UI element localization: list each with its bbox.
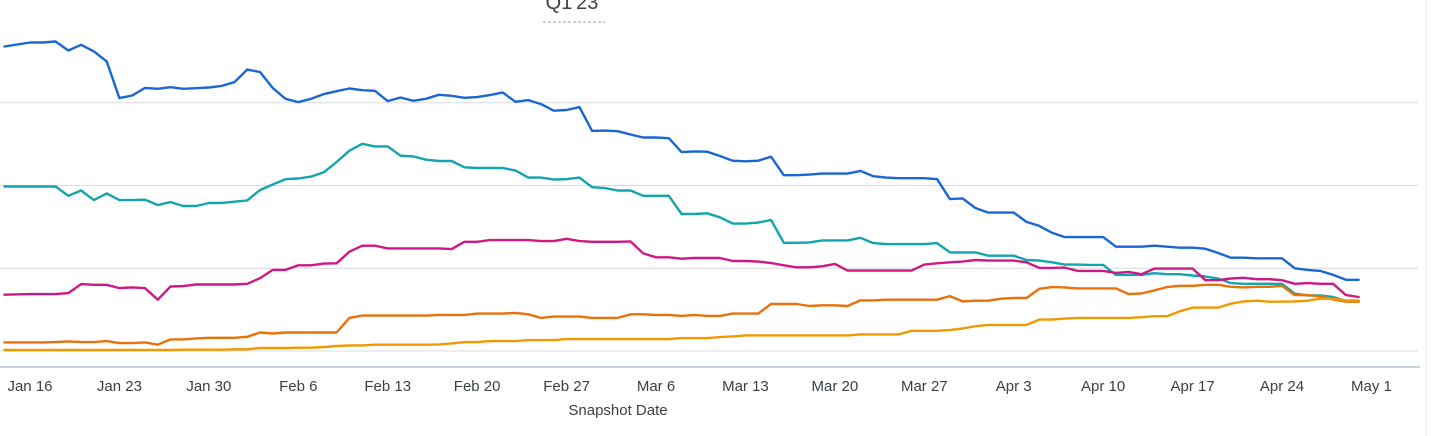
x-tick-label: Apr 3 [996, 378, 1032, 395]
scrollbar-track[interactable] [1426, 0, 1456, 436]
series-line-2[interactable] [3, 142, 1360, 303]
x-tick-label: Jan 16 [7, 378, 52, 395]
x-tick-label: Mar 6 [637, 378, 675, 395]
x-tick-label: Apr 10 [1081, 378, 1125, 395]
series-line-1[interactable] [3, 40, 1360, 281]
x-tick-label: Feb 27 [543, 378, 590, 395]
series-line-3[interactable] [3, 237, 1360, 301]
series-line-4[interactable] [3, 283, 1360, 346]
x-tick-label: May 1 [1351, 378, 1392, 395]
x-tick-label: Apr 17 [1170, 378, 1214, 395]
x-tick-label: Jan 23 [97, 378, 142, 395]
x-tick-label: Mar 13 [722, 378, 769, 395]
x-tick-label: Mar 20 [812, 378, 859, 395]
gridlines [0, 102, 1418, 352]
x-tick-label: Feb 20 [454, 378, 501, 395]
x-tick-label: Jan 30 [186, 378, 231, 395]
series-line-5[interactable] [3, 297, 1360, 352]
x-tick-label: Mar 27 [901, 378, 948, 395]
series-group [3, 40, 1360, 352]
x-tick-label: Apr 24 [1260, 378, 1304, 395]
x-tick-label: Feb 13 [364, 378, 411, 395]
x-axis-title: Snapshot Date [568, 402, 667, 419]
x-axis-ticks: Jan 16 Jan 23 Jan 30 Feb 6 Feb 13 Feb 20 Feb 2… [7, 378, 1391, 395]
chart-title[interactable]: Q1'23 [546, 0, 599, 14]
x-tick-label: Feb 6 [279, 378, 317, 395]
